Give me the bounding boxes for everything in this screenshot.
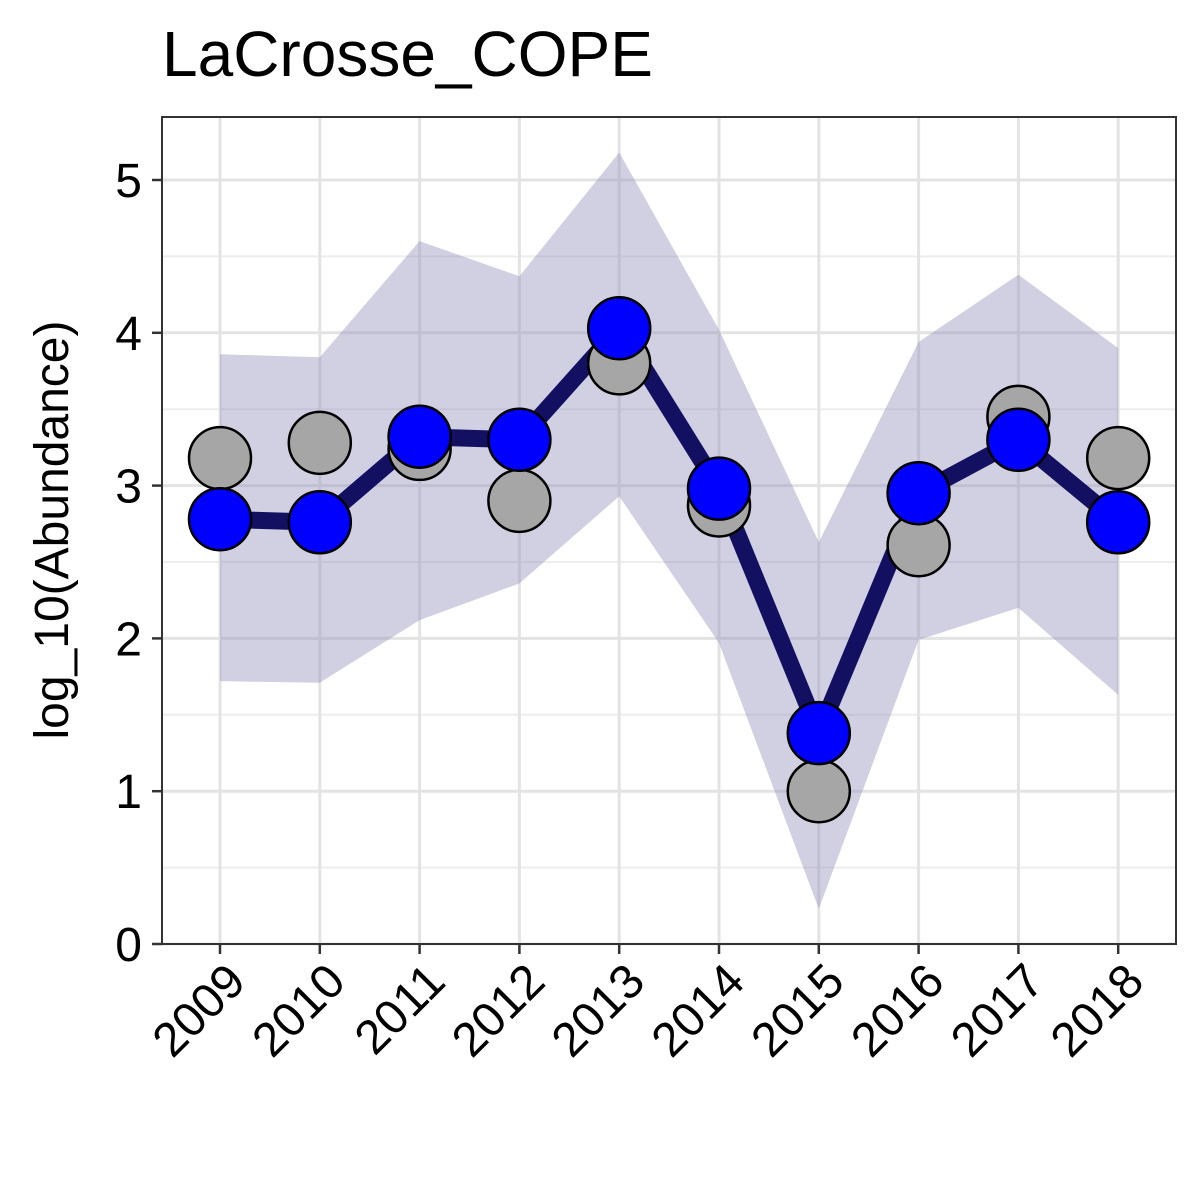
- observed-point: [487, 468, 552, 534]
- confidence-band: [220, 152, 1119, 909]
- y-tick-label: 1: [115, 766, 142, 819]
- estimate-point: [986, 407, 1051, 473]
- estimate-point: [586, 295, 652, 361]
- estimate-point: [487, 407, 552, 473]
- estimate-line: [211, 319, 1127, 742]
- chart-title: LaCrosse_COPE: [162, 18, 653, 90]
- observed-point: [287, 410, 353, 476]
- estimate-point: [187, 486, 253, 552]
- confidence-band-layer: [220, 152, 1119, 909]
- observed-point: [1085, 425, 1151, 491]
- y-tick-label: 0: [115, 919, 142, 972]
- estimate-points-layer: [187, 295, 1151, 766]
- estimate-line-layer: [211, 319, 1127, 742]
- estimate-point: [387, 404, 452, 469]
- observed-point: [786, 758, 852, 824]
- y-axis-title: log_10(Abundance): [26, 321, 79, 740]
- plot-panel-border: [161, 116, 1177, 945]
- estimate-point: [786, 700, 852, 766]
- estimate-point: [287, 490, 353, 555]
- y-tick-label: 5: [115, 155, 142, 208]
- estimate-point: [886, 460, 951, 526]
- y-tick-label: 2: [115, 613, 142, 666]
- estimate-point: [686, 456, 752, 521]
- estimate-point: [1085, 490, 1151, 555]
- y-tick-label: 4: [115, 308, 142, 361]
- observed-point: [187, 425, 253, 491]
- y-tick-label: 3: [115, 461, 142, 514]
